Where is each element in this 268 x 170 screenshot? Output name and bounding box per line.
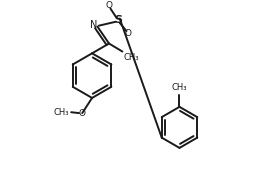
Text: O: O: [105, 1, 112, 10]
Text: CH₃: CH₃: [123, 53, 139, 62]
Text: CH₃: CH₃: [172, 83, 187, 92]
Text: O: O: [125, 29, 132, 38]
Text: CH₃: CH₃: [53, 108, 69, 117]
Text: S: S: [114, 15, 122, 25]
Text: N: N: [90, 20, 97, 30]
Text: O: O: [79, 109, 86, 118]
